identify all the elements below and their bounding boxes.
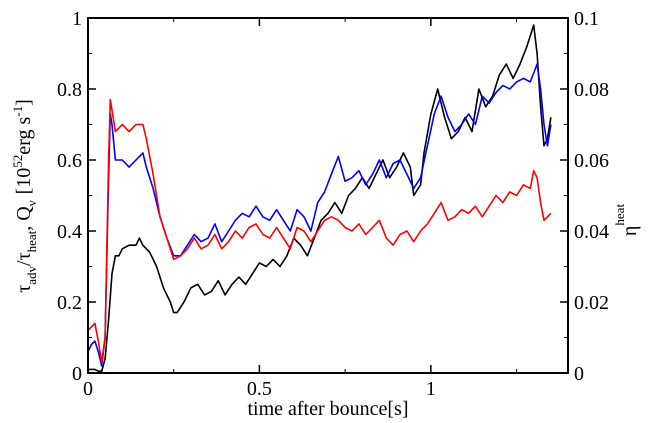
ylabel-unit-exp: -1	[10, 106, 25, 117]
svg-text:ηheat: ηheat	[612, 204, 641, 237]
ylabel-slash: /	[13, 260, 35, 266]
ylabel-bracket-open: [10	[13, 168, 35, 195]
ylabel-tau: τ	[13, 285, 35, 293]
y-left-tick-label: 0.6	[57, 150, 82, 172]
x-tick-label: 0	[83, 378, 93, 400]
y-right-tick-label: 0.08	[574, 79, 609, 101]
y-axis-right-title: ηheat	[612, 204, 641, 237]
y-right-tick-label: 0.04	[574, 221, 609, 243]
y-left-tick-label: 1	[72, 8, 82, 30]
x-axis-title: time after bounce[s]	[247, 398, 408, 420]
ylabel-q: Q	[13, 206, 35, 221]
series-layer	[87, 24, 552, 372]
ylabel-nu: ν	[24, 200, 39, 206]
y-left-tick-label: 0.8	[57, 79, 82, 101]
x-tick-label: 1	[426, 378, 436, 400]
svg-text:τadv/τheat,Qν[1052erg s-1]: τadv/τheat,Qν[1052erg s-1]	[10, 99, 39, 293]
ylabel-eta-sup: heat	[612, 204, 627, 226]
x-tick-label: 0.5	[247, 378, 272, 400]
ylabel-unit: erg s	[13, 117, 35, 155]
y-right-tick-label: 0.02	[574, 292, 609, 314]
ylabel-sep: ,	[13, 226, 35, 231]
y-left-tick-label: 0.4	[57, 221, 82, 243]
series-line-2	[87, 63, 552, 367]
ylabel-eta: η	[619, 226, 641, 236]
y-right-tick-label: 0.06	[574, 150, 609, 172]
ylabel-heat: heat	[24, 230, 39, 252]
y-right-tick-label: 0	[574, 363, 584, 385]
y-axis-left-title: τadv/τheat,Qν[1052erg s-1]	[10, 99, 39, 293]
y-left-tick-label: 0.2	[57, 292, 82, 314]
series-line-3	[87, 98, 552, 364]
ylabel-exp: 52	[10, 155, 25, 168]
ylabel-bracket-close: ]	[13, 99, 35, 106]
ticks-layer: 0 0.5 1 0 0.2 0.4 0.6 0.8 1 0 0.02 0.04 0.06 0.08 0.1	[57, 8, 609, 400]
ylabel-tau-2: τ	[13, 252, 35, 260]
series-line-1	[88, 24, 552, 372]
y-left-tick-label: 0	[72, 363, 82, 385]
y-right-tick-label: 0.1	[574, 8, 599, 30]
ylabel-adv: adv	[24, 265, 39, 284]
